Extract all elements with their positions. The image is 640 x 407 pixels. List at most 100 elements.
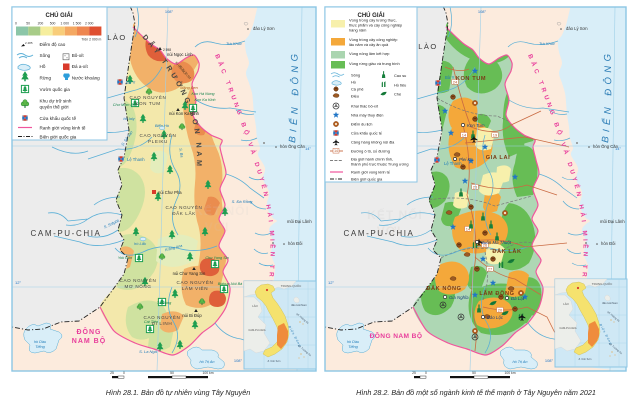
svg-text:hồ Dầu: hồ Dầu bbox=[347, 340, 360, 344]
svg-text:26: 26 bbox=[483, 243, 488, 248]
svg-text:Khai thác bô-xít: Khai thác bô-xít bbox=[351, 104, 379, 109]
svg-text:Kon Tum: Kon Tum bbox=[467, 123, 485, 128]
svg-text:LÀO: LÀO bbox=[563, 302, 569, 306]
svg-text:14°: 14° bbox=[615, 146, 621, 151]
svg-text:hòn Đôi: hòn Đôi bbox=[288, 241, 303, 246]
svg-text:Tiếng: Tiếng bbox=[348, 345, 358, 349]
svg-text:Chè: Chè bbox=[394, 91, 401, 96]
svg-text:Vùng nông lâm kết hợp: Vùng nông lâm kết hợp bbox=[349, 51, 389, 56]
svg-text:108°: 108° bbox=[234, 358, 243, 363]
svg-text:Cửa khẩu quốc tế: Cửa khẩu quốc tế bbox=[351, 131, 383, 136]
svg-text:TRUNG QUỐC: TRUNG QUỐC bbox=[281, 283, 302, 288]
svg-text:Điều: Điều bbox=[351, 94, 359, 99]
svg-text:hòn Đôi: hòn Đôi bbox=[601, 241, 616, 246]
svg-text:25: 25 bbox=[110, 371, 114, 375]
svg-text:CHÚ GIẢI: CHÚ GIẢI bbox=[46, 12, 73, 19]
svg-text:PLEIKU: PLEIKU bbox=[148, 139, 168, 144]
svg-text:đ. Côn Sơn: đ. Côn Sơn bbox=[579, 358, 592, 361]
svg-text:CAO NGUYÊN: CAO NGUYÊN bbox=[140, 131, 177, 138]
svg-text:Điểm độ cao: Điểm độ cao bbox=[40, 41, 66, 47]
svg-text:LÂM ĐỒNG: LÂM ĐỒNG bbox=[479, 290, 514, 297]
svg-text:14: 14 bbox=[334, 149, 338, 153]
svg-text:đảo Hải Nam: đảo Hải Nam bbox=[291, 303, 307, 307]
svg-text:50: 50 bbox=[26, 22, 30, 26]
svg-text:hòn Ông Căn: hòn Ông Căn bbox=[280, 144, 306, 149]
svg-text:0: 0 bbox=[15, 22, 17, 26]
svg-text:Hình 28.1. Bản đồ tự nhiên vùn: Hình 28.1. Bản đồ tự nhiên vùng Tây Nguy… bbox=[106, 388, 250, 397]
svg-text:Bidoup-Núi Bà: Bidoup-Núi Bà bbox=[218, 282, 242, 286]
svg-text:Đá a-xít: Đá a-xít bbox=[72, 64, 89, 69]
svg-text:KẾT NỐI: KẾT NỐI bbox=[367, 207, 423, 222]
svg-text:12°: 12° bbox=[15, 280, 21, 285]
svg-text:Rừng: Rừng bbox=[40, 75, 52, 80]
svg-text:500: 500 bbox=[50, 22, 56, 26]
svg-text:Cà phê: Cà phê bbox=[351, 87, 364, 92]
svg-text:thực phẩm và cây công nghiệp: thực phẩm và cây công nghiệp bbox=[349, 23, 402, 28]
svg-text:LÂM VIÊN: LÂM VIÊN bbox=[182, 284, 208, 291]
svg-text:Vùng trồng cây công nghiệp: Vùng trồng cây công nghiệp bbox=[349, 37, 397, 42]
svg-text:Đà Lạt: Đà Lạt bbox=[511, 296, 525, 301]
svg-text:Lệ Thanh: Lệ Thanh bbox=[444, 161, 462, 166]
svg-text:đ. Côn Sơn: đ. Côn Sơn bbox=[268, 360, 281, 363]
svg-text:LÀO: LÀO bbox=[107, 33, 127, 42]
svg-text:VỚI: VỚI bbox=[205, 219, 230, 234]
svg-text:Biên giới quốc gia: Biên giới quốc gia bbox=[351, 177, 383, 182]
svg-text:S. La Ngà: S. La Ngà bbox=[139, 349, 158, 354]
svg-text:Chư Mom Rây: Chư Mom Rây bbox=[113, 103, 139, 107]
svg-text:Ranh giới vùng kinh tế: Ranh giới vùng kinh tế bbox=[40, 125, 86, 130]
svg-text:quyển thế giới: quyển thế giới bbox=[40, 103, 69, 109]
svg-text:LÀO: LÀO bbox=[252, 304, 258, 308]
svg-text:CAO NGUYÊN: CAO NGUYÊN bbox=[166, 203, 203, 210]
svg-text:Chư Yang Sin: Chư Yang Sin bbox=[205, 256, 228, 260]
svg-text:1 500: 1 500 bbox=[73, 22, 82, 26]
svg-text:thành phố trực thuộc Trung ươn: thành phố trực thuộc Trung ương bbox=[351, 162, 409, 167]
svg-text:Gia Nghĩa: Gia Nghĩa bbox=[449, 295, 469, 300]
svg-text:đảo Hải Nam: đảo Hải Nam bbox=[602, 301, 618, 305]
svg-text:Bô-xít: Bô-xít bbox=[72, 53, 85, 58]
svg-text:Vùng trồng cây lương thực,: Vùng trồng cây lương thực, bbox=[349, 18, 397, 23]
svg-text:Địa giới hành chính tỉnh,: Địa giới hành chính tỉnh, bbox=[351, 157, 393, 162]
svg-text:27: 27 bbox=[488, 267, 493, 272]
svg-text:Krông Ana: Krông Ana bbox=[165, 244, 183, 252]
svg-text:Bảo Lộc: Bảo Lộc bbox=[487, 315, 504, 320]
svg-text:Hồ: Hồ bbox=[351, 80, 356, 85]
svg-text:núi Chư Pha: núi Chư Pha bbox=[158, 190, 182, 195]
svg-text:14: 14 bbox=[462, 133, 467, 138]
svg-text:Vùng rừng giàu và trung bình: Vùng rừng giàu và trung bình bbox=[349, 61, 400, 66]
svg-text:CHÚ GIẢI: CHÚ GIẢI bbox=[358, 12, 385, 19]
svg-text:Nước khoáng: Nước khoáng bbox=[72, 75, 100, 80]
svg-text:lâu năm và cây ăn quả: lâu năm và cây ăn quả bbox=[349, 42, 389, 47]
svg-text:Biên giới quốc gia: Biên giới quốc gia bbox=[40, 134, 77, 139]
svg-text:CAM-PU-CHIA: CAM-PU-CHIA bbox=[31, 229, 102, 238]
svg-text:hồ Trị An: hồ Trị An bbox=[200, 360, 215, 364]
svg-text:Điểm du lịch: Điểm du lịch bbox=[351, 122, 372, 127]
svg-text:mũi Đại Lãnh: mũi Đại Lãnh bbox=[287, 219, 312, 224]
svg-text:1 000: 1 000 bbox=[61, 22, 70, 26]
svg-text:Biển Hồ: Biển Hồ bbox=[155, 123, 170, 128]
svg-text:ĐÔNG: ĐÔNG bbox=[77, 327, 102, 336]
svg-text:TRUNG QUỐC: TRUNG QUỐC bbox=[592, 281, 613, 286]
svg-text:mũi Đại Lãnh: mũi Đại Lãnh bbox=[600, 219, 625, 224]
svg-text:CAM-PU-CHIA: CAM-PU-CHIA bbox=[248, 328, 266, 332]
svg-text:Tiếng: Tiếng bbox=[35, 345, 45, 349]
svg-text:Tà Đùng: Tà Đùng bbox=[157, 301, 172, 305]
svg-text:đảo Lý Sơn: đảo Lý Sơn bbox=[253, 26, 275, 31]
svg-text:108°: 108° bbox=[165, 9, 174, 14]
svg-text:Đường ô tô, số đường: Đường ô tô, số đường bbox=[351, 149, 390, 154]
svg-text:Cát Tiên: Cát Tiên bbox=[144, 320, 158, 324]
svg-text:hàng năm: hàng năm bbox=[349, 28, 366, 33]
svg-text:BIỂN ĐÔNG: BIỂN ĐÔNG bbox=[287, 49, 301, 143]
svg-text:Trà Khúc: Trà Khúc bbox=[226, 41, 242, 46]
svg-text:S. Ba: S. Ba bbox=[178, 148, 184, 158]
svg-text:núi Chư Yang Sin: núi Chư Yang Sin bbox=[173, 271, 206, 276]
svg-text:đảo Lý Sơn: đảo Lý Sơn bbox=[566, 26, 588, 31]
svg-text:Lệ Thanh: Lệ Thanh bbox=[127, 157, 145, 162]
svg-text:Bờ Y: Bờ Y bbox=[126, 80, 136, 85]
svg-text:ĐẮK NÔNG: ĐẮK NÔNG bbox=[426, 284, 461, 292]
svg-text:BIỂN ĐÔNG: BIỂN ĐÔNG bbox=[600, 49, 614, 143]
svg-text:Măng Đen: Măng Đen bbox=[180, 86, 198, 90]
svg-text:25: 25 bbox=[412, 371, 416, 375]
svg-text:CAM-PU-CHIA: CAM-PU-CHIA bbox=[344, 229, 415, 238]
svg-text:Kon Ka Kinh: Kon Ka Kinh bbox=[194, 98, 215, 102]
svg-text:hồ Lắk: hồ Lắk bbox=[134, 241, 147, 246]
